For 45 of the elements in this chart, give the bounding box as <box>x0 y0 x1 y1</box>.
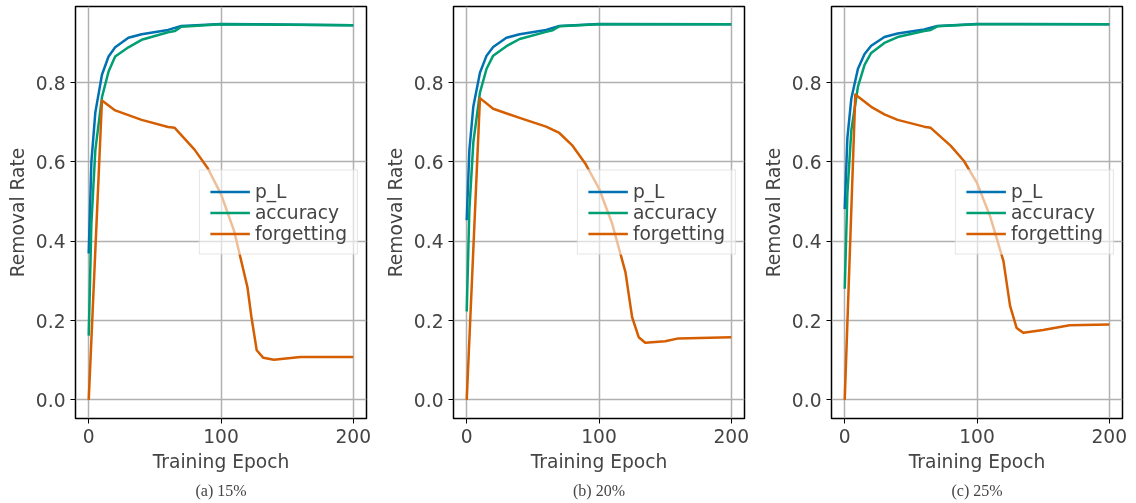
legend-label: forgetting <box>632 222 725 244</box>
x-tick-label: 200 <box>1091 425 1128 447</box>
x-tick-label: 100 <box>959 425 995 447</box>
y-axis-title: Removal Rate <box>384 147 406 278</box>
x-tick-label: 0 <box>82 425 95 447</box>
x-tick-label: 100 <box>581 425 617 447</box>
y-tick-label: 0.2 <box>35 310 66 332</box>
text: (a) 15% <box>195 481 247 500</box>
y-tick-label: 0.4 <box>413 231 444 253</box>
y-tick-label: 0.6 <box>35 151 66 173</box>
line-series <box>87 23 355 337</box>
y-axis-title: Removal Rate <box>762 147 784 278</box>
y-tick-label: 0.2 <box>791 310 822 332</box>
legend-label: forgetting <box>1010 222 1103 244</box>
text: (b) 20% <box>573 481 625 500</box>
line-series <box>465 23 733 313</box>
line-series <box>843 23 1111 291</box>
x-tick-label: 0 <box>460 425 473 447</box>
y-axis-title: Removal Rate <box>6 147 28 278</box>
y-tick-label: 0.0 <box>413 389 444 411</box>
y-tick-label: 0.0 <box>791 389 822 411</box>
y-tick-label: 0.8 <box>791 72 822 94</box>
legend-label: p_L <box>1010 180 1043 202</box>
line-series <box>465 96 733 402</box>
x-tick-label: 200 <box>713 425 750 447</box>
text: (c) 25% <box>951 481 1003 500</box>
y-tick-label: 0.4 <box>35 231 66 253</box>
y-tick-label: 0.4 <box>791 231 822 253</box>
y-tick-label: 0.0 <box>35 389 66 411</box>
y-tick-label: 0.8 <box>35 72 66 94</box>
legend-label: p_L <box>254 180 287 202</box>
x-tick-label: 0 <box>838 425 851 447</box>
y-tick-label: 0.6 <box>413 151 444 173</box>
line-series <box>843 93 1111 402</box>
y-tick-label: 0.6 <box>791 151 822 173</box>
x-axis-title: Training Epoch <box>907 450 1046 472</box>
legend-label: p_L <box>632 180 665 202</box>
x-tick-label: 100 <box>203 425 239 447</box>
y-tick-label: 0.2 <box>413 310 444 332</box>
y-tick-label: 0.8 <box>413 72 444 94</box>
x-axis-title: Training Epoch <box>529 450 668 472</box>
line-series <box>87 99 355 402</box>
legend-label: forgetting <box>254 222 347 244</box>
x-axis-title: Training Epoch <box>151 450 290 472</box>
x-tick-label: 200 <box>335 425 372 447</box>
